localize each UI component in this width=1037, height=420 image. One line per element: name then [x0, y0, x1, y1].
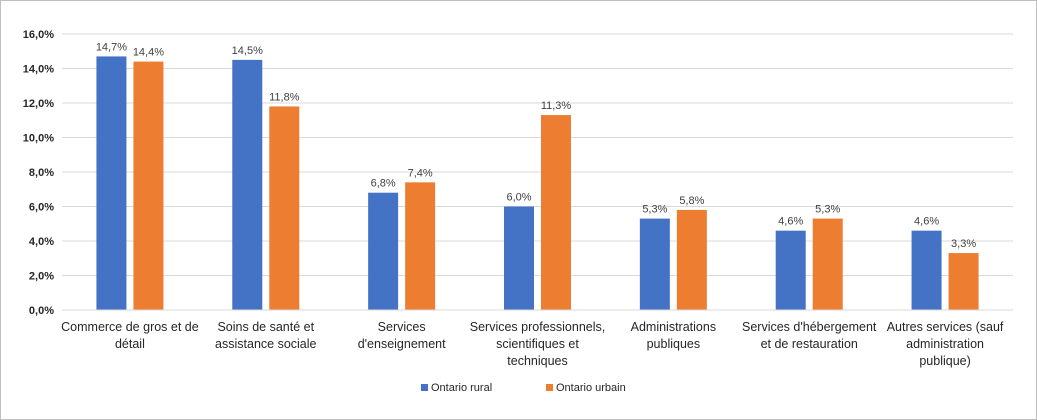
data-label: 5,8%: [679, 195, 704, 207]
bar-rural: [911, 230, 942, 310]
category-label: publique): [919, 354, 970, 368]
data-label: 4,6%: [778, 216, 803, 228]
data-label: 4,6%: [914, 216, 939, 228]
category-label: Autres services (sauf: [887, 320, 1004, 334]
y-tick-label: 6,0%: [29, 202, 54, 214]
category-label: Services d'hébergement: [742, 320, 877, 334]
y-tick-label: 4,0%: [29, 236, 54, 248]
data-label: 3,3%: [951, 238, 976, 250]
bar-urbain: [269, 106, 300, 310]
category-label: Services professionnels,: [470, 320, 605, 334]
bar-urbain: [541, 115, 571, 310]
data-label: 6,8%: [371, 178, 396, 190]
legend-label-rural: Ontario rural: [431, 382, 492, 394]
y-tick-label: 2,0%: [29, 271, 54, 283]
bar-urbain: [133, 61, 164, 310]
data-label: 11,3%: [541, 100, 572, 112]
category-label: Commerce de gros et de: [61, 320, 199, 334]
y-tick-label: 10,0%: [23, 133, 54, 145]
bar-rural: [232, 59, 263, 310]
category-label: publiques: [647, 337, 701, 351]
category-label: assistance sociale: [215, 337, 316, 351]
bar-urbain: [812, 218, 843, 310]
bar-rural: [368, 192, 399, 310]
category-label: d'enseignement: [358, 337, 446, 351]
category-label: techniques: [507, 354, 567, 368]
y-tick-label: 0,0%: [29, 305, 54, 317]
y-tick-label: 8,0%: [29, 167, 54, 179]
category-label: Administrations: [631, 320, 716, 334]
category-label: Services: [378, 320, 426, 334]
bar-rural: [775, 230, 806, 310]
category-label: détail: [115, 337, 145, 351]
data-label: 7,4%: [408, 167, 433, 179]
data-label: 5,3%: [815, 204, 840, 216]
category-label: et de restauration: [761, 337, 858, 351]
bar-rural: [639, 218, 670, 310]
category-label: scientifiques et: [496, 337, 579, 351]
category-label: administration: [906, 337, 984, 351]
data-label: 14,4%: [133, 47, 164, 59]
data-label: 14,7%: [96, 41, 127, 53]
data-label: 5,3%: [642, 204, 667, 216]
data-label: 14,5%: [232, 45, 263, 57]
bar-urbain: [676, 209, 707, 310]
legend-label-urbain: Ontario urbain: [556, 382, 626, 394]
bar-urbain: [405, 182, 436, 310]
y-tick-label: 12,0%: [23, 98, 54, 110]
legend-swatch-rural: [421, 384, 428, 391]
bar-rural: [96, 56, 127, 310]
data-label: 11,8%: [269, 91, 300, 103]
y-tick-label: 14,0%: [23, 64, 54, 76]
data-label: 6,0%: [506, 192, 531, 204]
legend-swatch-urbain: [546, 384, 553, 391]
y-tick-label: 16,0%: [23, 29, 54, 41]
bar-rural: [504, 206, 534, 310]
category-label: Soins de santé et: [217, 320, 314, 334]
bar-urbain: [948, 253, 979, 310]
